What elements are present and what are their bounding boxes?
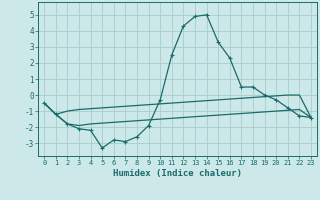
X-axis label: Humidex (Indice chaleur): Humidex (Indice chaleur) [113, 169, 242, 178]
